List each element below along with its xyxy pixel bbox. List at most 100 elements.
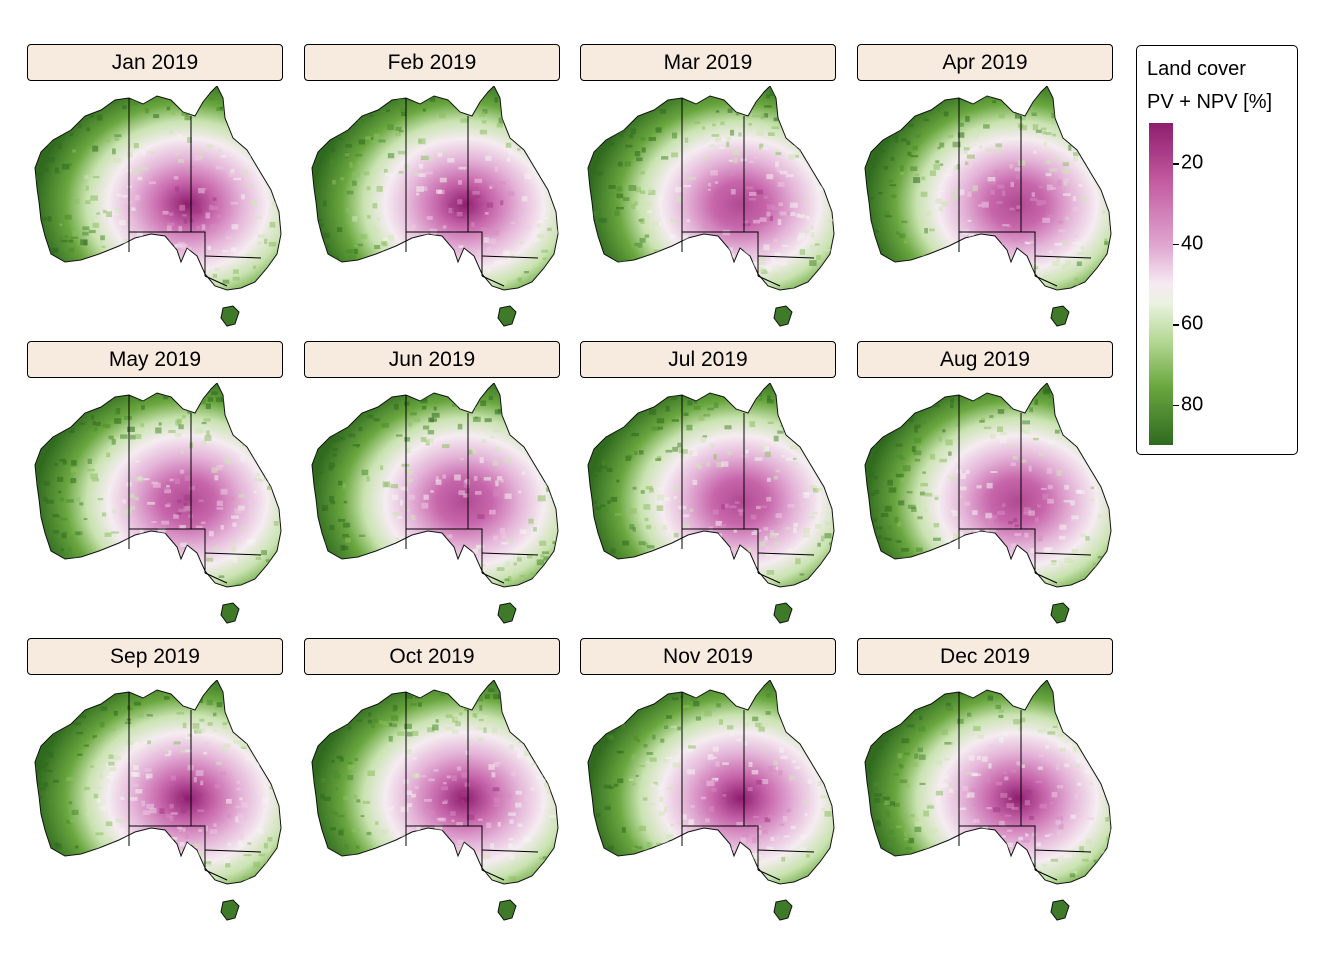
legend-tick-label: 40 — [1181, 232, 1204, 255]
facet-strip-label: Mar 2019 — [580, 44, 836, 81]
australia-map — [311, 680, 559, 921]
state-border — [204, 869, 228, 881]
legend-title-line1: Land cover — [1147, 58, 1246, 80]
legend: Land cover PV + NPV [%] 20 40 60 80 — [1136, 45, 1298, 455]
facet-panel: Dec 2019 — [857, 638, 1115, 928]
state-border — [682, 825, 759, 870]
legend-tick-mark — [1173, 404, 1179, 407]
tasmania — [773, 602, 793, 624]
australia-map — [587, 383, 835, 624]
facet-panel: Nov 2019 — [580, 638, 838, 928]
state-border — [481, 572, 505, 584]
facet-panel: Oct 2019 — [304, 638, 562, 928]
state-border — [959, 825, 1036, 870]
legend-tick-mark — [1173, 324, 1179, 326]
mainland — [311, 680, 559, 885]
state-border — [204, 572, 228, 584]
state-border — [959, 528, 1036, 573]
facet-panel: Jun 2019 — [304, 341, 562, 631]
legend-tick-label: 20 — [1181, 151, 1204, 174]
tasmania — [773, 305, 793, 327]
facet-strip-label: Jul 2019 — [580, 341, 836, 378]
state-border — [129, 825, 206, 870]
tasmania — [220, 899, 240, 921]
facet-panel: Apr 2019 — [857, 44, 1115, 334]
state-border — [757, 275, 781, 287]
state-border — [481, 849, 539, 853]
australia-map — [311, 86, 559, 327]
state-border — [757, 849, 815, 853]
state-border — [1034, 849, 1092, 853]
facet-strip-label: Feb 2019 — [304, 44, 560, 81]
state-border — [757, 869, 781, 881]
legend-tick-mark — [1173, 243, 1179, 246]
legend-tick-mark — [1173, 163, 1179, 165]
state-border — [959, 231, 1036, 276]
tasmania — [220, 602, 240, 624]
australia-map — [34, 680, 282, 921]
australia-map — [864, 86, 1112, 327]
australia-map — [587, 86, 835, 327]
tasmania — [497, 602, 517, 624]
facet-strip-label: Dec 2019 — [857, 638, 1113, 675]
australia-map — [587, 680, 835, 921]
facet-panel: Mar 2019 — [580, 44, 838, 334]
cover-texture — [35, 680, 281, 884]
mainland — [34, 680, 282, 885]
facet-strip-label: Jan 2019 — [27, 44, 283, 81]
state-border — [204, 849, 262, 853]
tasmania — [1050, 602, 1070, 624]
state-border — [481, 552, 539, 556]
state-border — [406, 528, 483, 573]
legend-colorbar — [1149, 123, 1173, 445]
state-border — [757, 255, 815, 259]
mainland — [311, 86, 559, 291]
state-border — [1034, 255, 1092, 259]
facet-strip-label: Apr 2019 — [857, 44, 1113, 81]
facet-strip-label: Oct 2019 — [304, 638, 560, 675]
tasmania — [1050, 305, 1070, 327]
state-border — [757, 552, 815, 556]
state-border — [204, 275, 228, 287]
facet-panel: Feb 2019 — [304, 44, 562, 334]
state-border — [1034, 572, 1058, 584]
facet-panel: May 2019 — [27, 341, 285, 631]
state-border — [1034, 869, 1058, 881]
state-border — [481, 869, 505, 881]
australia-map — [864, 383, 1112, 624]
facet-panel: Jul 2019 — [580, 341, 838, 631]
legend-tick-label: 80 — [1181, 393, 1204, 416]
tasmania — [220, 305, 240, 327]
mainland — [864, 86, 1112, 291]
mainland — [34, 86, 282, 291]
state-border — [682, 231, 759, 276]
tasmania — [773, 899, 793, 921]
facet-strip-label: May 2019 — [27, 341, 283, 378]
tasmania — [497, 305, 517, 327]
facet-panel: Jan 2019 — [27, 44, 285, 334]
legend-title-line2: PV + NPV [%] — [1147, 91, 1273, 113]
state-border — [204, 255, 262, 259]
facet-strip-label: Aug 2019 — [857, 341, 1113, 378]
facet-strip-label: Jun 2019 — [304, 341, 560, 378]
state-border — [406, 231, 483, 276]
facet-strip-label: Sep 2019 — [27, 638, 283, 675]
state-border — [129, 231, 206, 276]
state-border — [757, 572, 781, 584]
australia-map — [311, 383, 559, 624]
mainland — [587, 383, 835, 588]
state-border — [1034, 552, 1092, 556]
facet-panel: Aug 2019 — [857, 341, 1115, 631]
state-border — [204, 552, 262, 556]
australia-map — [34, 383, 282, 624]
state-border — [682, 528, 759, 573]
state-border — [481, 275, 505, 287]
facet-strip-label: Nov 2019 — [580, 638, 836, 675]
state-border — [481, 255, 539, 259]
state-border — [129, 528, 206, 573]
state-border — [1034, 275, 1058, 287]
tasmania — [1050, 899, 1070, 921]
tasmania — [497, 899, 517, 921]
australia-map — [864, 680, 1112, 921]
